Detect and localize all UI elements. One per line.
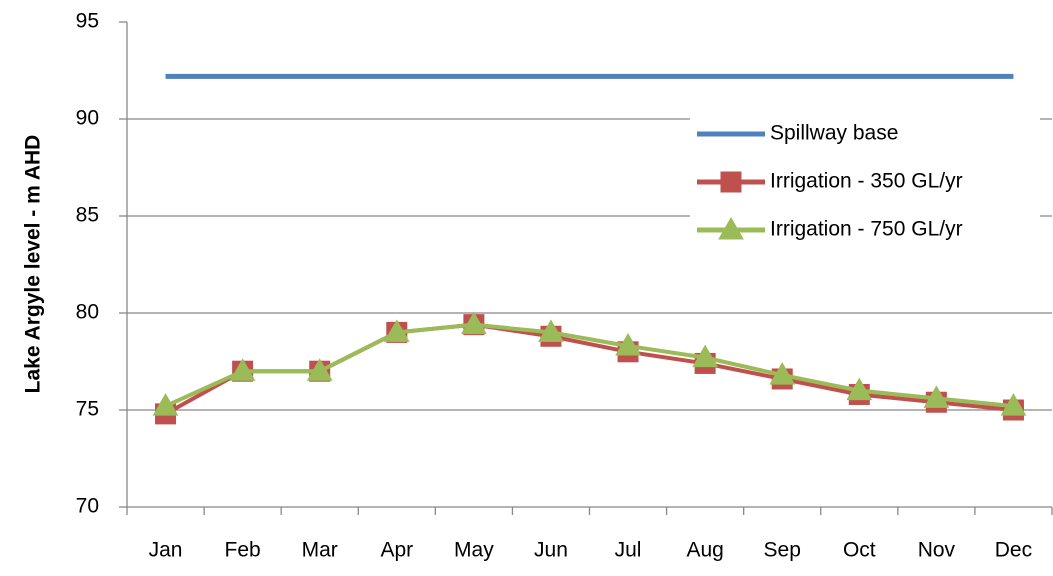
series-line xyxy=(164,322,1014,409)
marker xyxy=(306,358,333,381)
marker xyxy=(1000,393,1027,416)
x-tick-label: Dec xyxy=(995,539,1032,562)
y-tick-label: 70 xyxy=(76,495,99,518)
y-tick-label: 75 xyxy=(76,398,99,421)
marker xyxy=(615,332,641,356)
marker xyxy=(923,385,950,408)
x-tick-label: Apr xyxy=(380,539,413,562)
marker xyxy=(846,377,873,401)
x-tick-label: Nov xyxy=(918,539,956,562)
marker xyxy=(538,319,564,342)
marker xyxy=(229,358,256,381)
legend-label: Irrigation - 750 GL/yr xyxy=(770,218,963,241)
y-tick-label: 90 xyxy=(76,107,99,130)
x-tick-label: Mar xyxy=(302,539,338,562)
x-tick-label: Oct xyxy=(843,539,876,562)
legend: Spillway base Irrigation - 350 GL/yr Irrig… xyxy=(690,110,1040,255)
x-tick-label: Jan xyxy=(149,539,183,562)
marker xyxy=(720,171,742,193)
marker xyxy=(461,311,487,335)
legend-label: Spillway base xyxy=(770,122,898,145)
marker xyxy=(383,319,410,342)
y-tick-label: 80 xyxy=(76,301,99,324)
marker xyxy=(718,216,744,240)
marker xyxy=(692,344,718,368)
y-axis-title: Lake Argyle level - m AHD xyxy=(22,135,45,394)
x-tick-label: Jul xyxy=(615,539,642,562)
x-tick-label: Feb xyxy=(225,539,261,562)
y-tick-label: 95 xyxy=(76,10,99,33)
marker xyxy=(152,393,179,416)
x-tick-label: Sep xyxy=(764,539,801,562)
legend-label: Irrigation - 350 GL/yr xyxy=(770,170,963,193)
x-tick-label: Aug xyxy=(686,539,723,562)
x-tick-label: Jun xyxy=(534,539,568,562)
y-tick-label: 85 xyxy=(76,204,99,227)
marker xyxy=(769,362,796,385)
x-tick-label: May xyxy=(454,539,494,562)
